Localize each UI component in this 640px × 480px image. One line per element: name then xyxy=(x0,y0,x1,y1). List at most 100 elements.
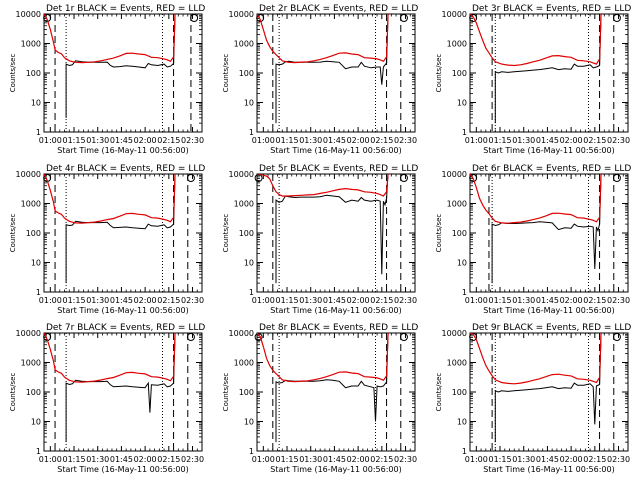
x-tick-label: 01:30 xyxy=(299,455,322,464)
x-tick-label: 02:00 xyxy=(347,296,370,305)
x-axis-label: Start Time (16-May-11 00:56:00) xyxy=(57,146,188,155)
attenuator-circle-marker xyxy=(186,174,195,182)
attenuator-circle-marker xyxy=(469,333,478,341)
x-tick-label: 01:30 xyxy=(512,296,535,305)
plot-frame xyxy=(469,173,629,293)
y-tick-label: 1000 xyxy=(21,200,41,209)
y-tick-label: 10 xyxy=(457,418,467,427)
x-tick-label: 01:00 xyxy=(252,136,275,145)
x-tick-label: 02:30 xyxy=(607,136,630,145)
x-tick-label: 01:30 xyxy=(512,455,535,464)
x-tick-label: 02:00 xyxy=(347,136,370,145)
x-tick-label: 02:15 xyxy=(370,296,393,305)
x-tick-label: 02:30 xyxy=(394,136,417,145)
attenuator-circle-marker xyxy=(469,174,478,182)
x-tick-label: 02:30 xyxy=(394,455,417,464)
x-tick-label: 02:15 xyxy=(583,296,606,305)
plot-panel-9r: Det 9r BLACK = Events, RED = LLD 1 10 100 10… xyxy=(435,323,631,474)
x-tick-label: 01:30 xyxy=(86,455,109,464)
y-tick-label: 100 xyxy=(239,388,254,397)
x-axis-label: Start Time (16-May-11 00:56:00) xyxy=(270,146,401,155)
x-tick-label: 02:15 xyxy=(583,136,606,145)
y-axis-label: Counts/sec xyxy=(9,373,17,412)
plot-panel-8r: Det 8r BLACK = Events, RED = LLD 1 10 100 10… xyxy=(222,323,418,474)
x-tick-label: 02:15 xyxy=(370,136,393,145)
y-tick-label: 10000 xyxy=(16,170,41,179)
plot-frame xyxy=(256,332,416,452)
y-tick-label: 10 xyxy=(31,418,41,427)
plot-title: Det 3r BLACK = Events, RED = LLD xyxy=(472,4,631,14)
attenuator-circle-marker xyxy=(612,333,621,341)
x-tick-label: 01:15 xyxy=(275,455,298,464)
attenuator-circle-marker xyxy=(399,333,408,341)
y-tick-label: 10 xyxy=(457,259,467,268)
x-tick-label: 01:15 xyxy=(62,296,85,305)
x-tick-label: 01:00 xyxy=(465,136,488,145)
x-tick-label: 02:15 xyxy=(157,455,180,464)
x-tick-label: 01:30 xyxy=(86,136,109,145)
y-tick-label: 100 xyxy=(452,388,467,397)
x-tick-label: 01:45 xyxy=(536,455,559,464)
plot-frame xyxy=(469,332,629,452)
x-tick-label: 01:45 xyxy=(323,455,346,464)
y-tick-label: 10 xyxy=(244,418,254,427)
y-tick-label: 100 xyxy=(452,229,467,238)
y-tick-label: 1 xyxy=(249,288,254,297)
x-tick-label: 01:45 xyxy=(323,136,346,145)
x-tick-label: 01:45 xyxy=(323,296,346,305)
y-tick-label: 1 xyxy=(36,288,41,297)
y-axis-label: Counts/sec xyxy=(435,214,443,253)
y-axis-label: Counts/sec xyxy=(9,54,17,93)
y-tick-label: 100 xyxy=(26,69,41,78)
x-tick-label: 01:30 xyxy=(512,136,535,145)
y-tick-label: 10000 xyxy=(442,10,467,19)
x-tick-label: 02:00 xyxy=(134,136,157,145)
y-tick-label: 10 xyxy=(31,259,41,268)
x-tick-label: 02:00 xyxy=(560,455,583,464)
x-tick-label: 01:45 xyxy=(110,296,133,305)
lld-series-line xyxy=(470,333,602,385)
x-axis-label: Start Time (16-May-11 00:56:00) xyxy=(57,465,188,474)
y-axis-label: Counts/sec xyxy=(222,214,230,253)
x-tick-label: 01:15 xyxy=(275,136,298,145)
attenuator-circle-marker xyxy=(256,14,265,22)
plot-panel-6r: Det 6r BLACK = Events, RED = LLD 1 10 100 10… xyxy=(435,164,631,315)
y-axis-label: Counts/sec xyxy=(222,54,230,93)
attenuator-circle-marker xyxy=(399,174,408,182)
y-tick-label: 1000 xyxy=(447,200,467,209)
events-series-line xyxy=(65,333,176,443)
y-tick-label: 10 xyxy=(244,259,254,268)
lld-series-line xyxy=(257,333,389,383)
attenuator-circle-marker xyxy=(190,14,199,22)
events-series-line xyxy=(494,333,602,443)
y-tick-label: 100 xyxy=(26,388,41,397)
y-tick-label: 10 xyxy=(31,99,41,108)
attenuator-circle-marker xyxy=(469,14,478,22)
plot-panel-3r: Det 3r BLACK = Events, RED = LLD 1 10 100 10… xyxy=(435,4,631,155)
plot-frame xyxy=(256,13,416,133)
x-axis-label: Start Time (16-May-11 00:56:00) xyxy=(483,465,614,474)
plot-frame xyxy=(43,13,203,133)
plot-frame xyxy=(43,173,203,293)
events-series-line xyxy=(65,174,176,284)
y-tick-label: 1 xyxy=(249,128,254,137)
x-tick-label: 02:30 xyxy=(394,296,417,305)
y-axis-label: Counts/sec xyxy=(435,54,443,93)
attenuator-circle-marker xyxy=(254,333,263,341)
x-tick-label: 01:00 xyxy=(465,455,488,464)
x-tick-label: 01:30 xyxy=(299,296,322,305)
plot-title: Det 5r BLACK = Events, RED = LLD xyxy=(259,164,418,174)
y-tick-label: 1000 xyxy=(21,359,41,368)
x-tick-label: 01:00 xyxy=(252,455,275,464)
y-tick-label: 1000 xyxy=(234,359,254,368)
y-tick-label: 1 xyxy=(462,288,467,297)
x-tick-label: 01:00 xyxy=(39,296,62,305)
x-tick-label: 02:00 xyxy=(134,296,157,305)
attenuator-circle-marker xyxy=(43,14,52,22)
x-tick-label: 01:15 xyxy=(275,296,298,305)
x-tick-label: 01:45 xyxy=(536,296,559,305)
x-tick-label: 01:30 xyxy=(299,136,322,145)
y-tick-label: 1 xyxy=(36,128,41,137)
x-tick-label: 02:15 xyxy=(157,296,180,305)
